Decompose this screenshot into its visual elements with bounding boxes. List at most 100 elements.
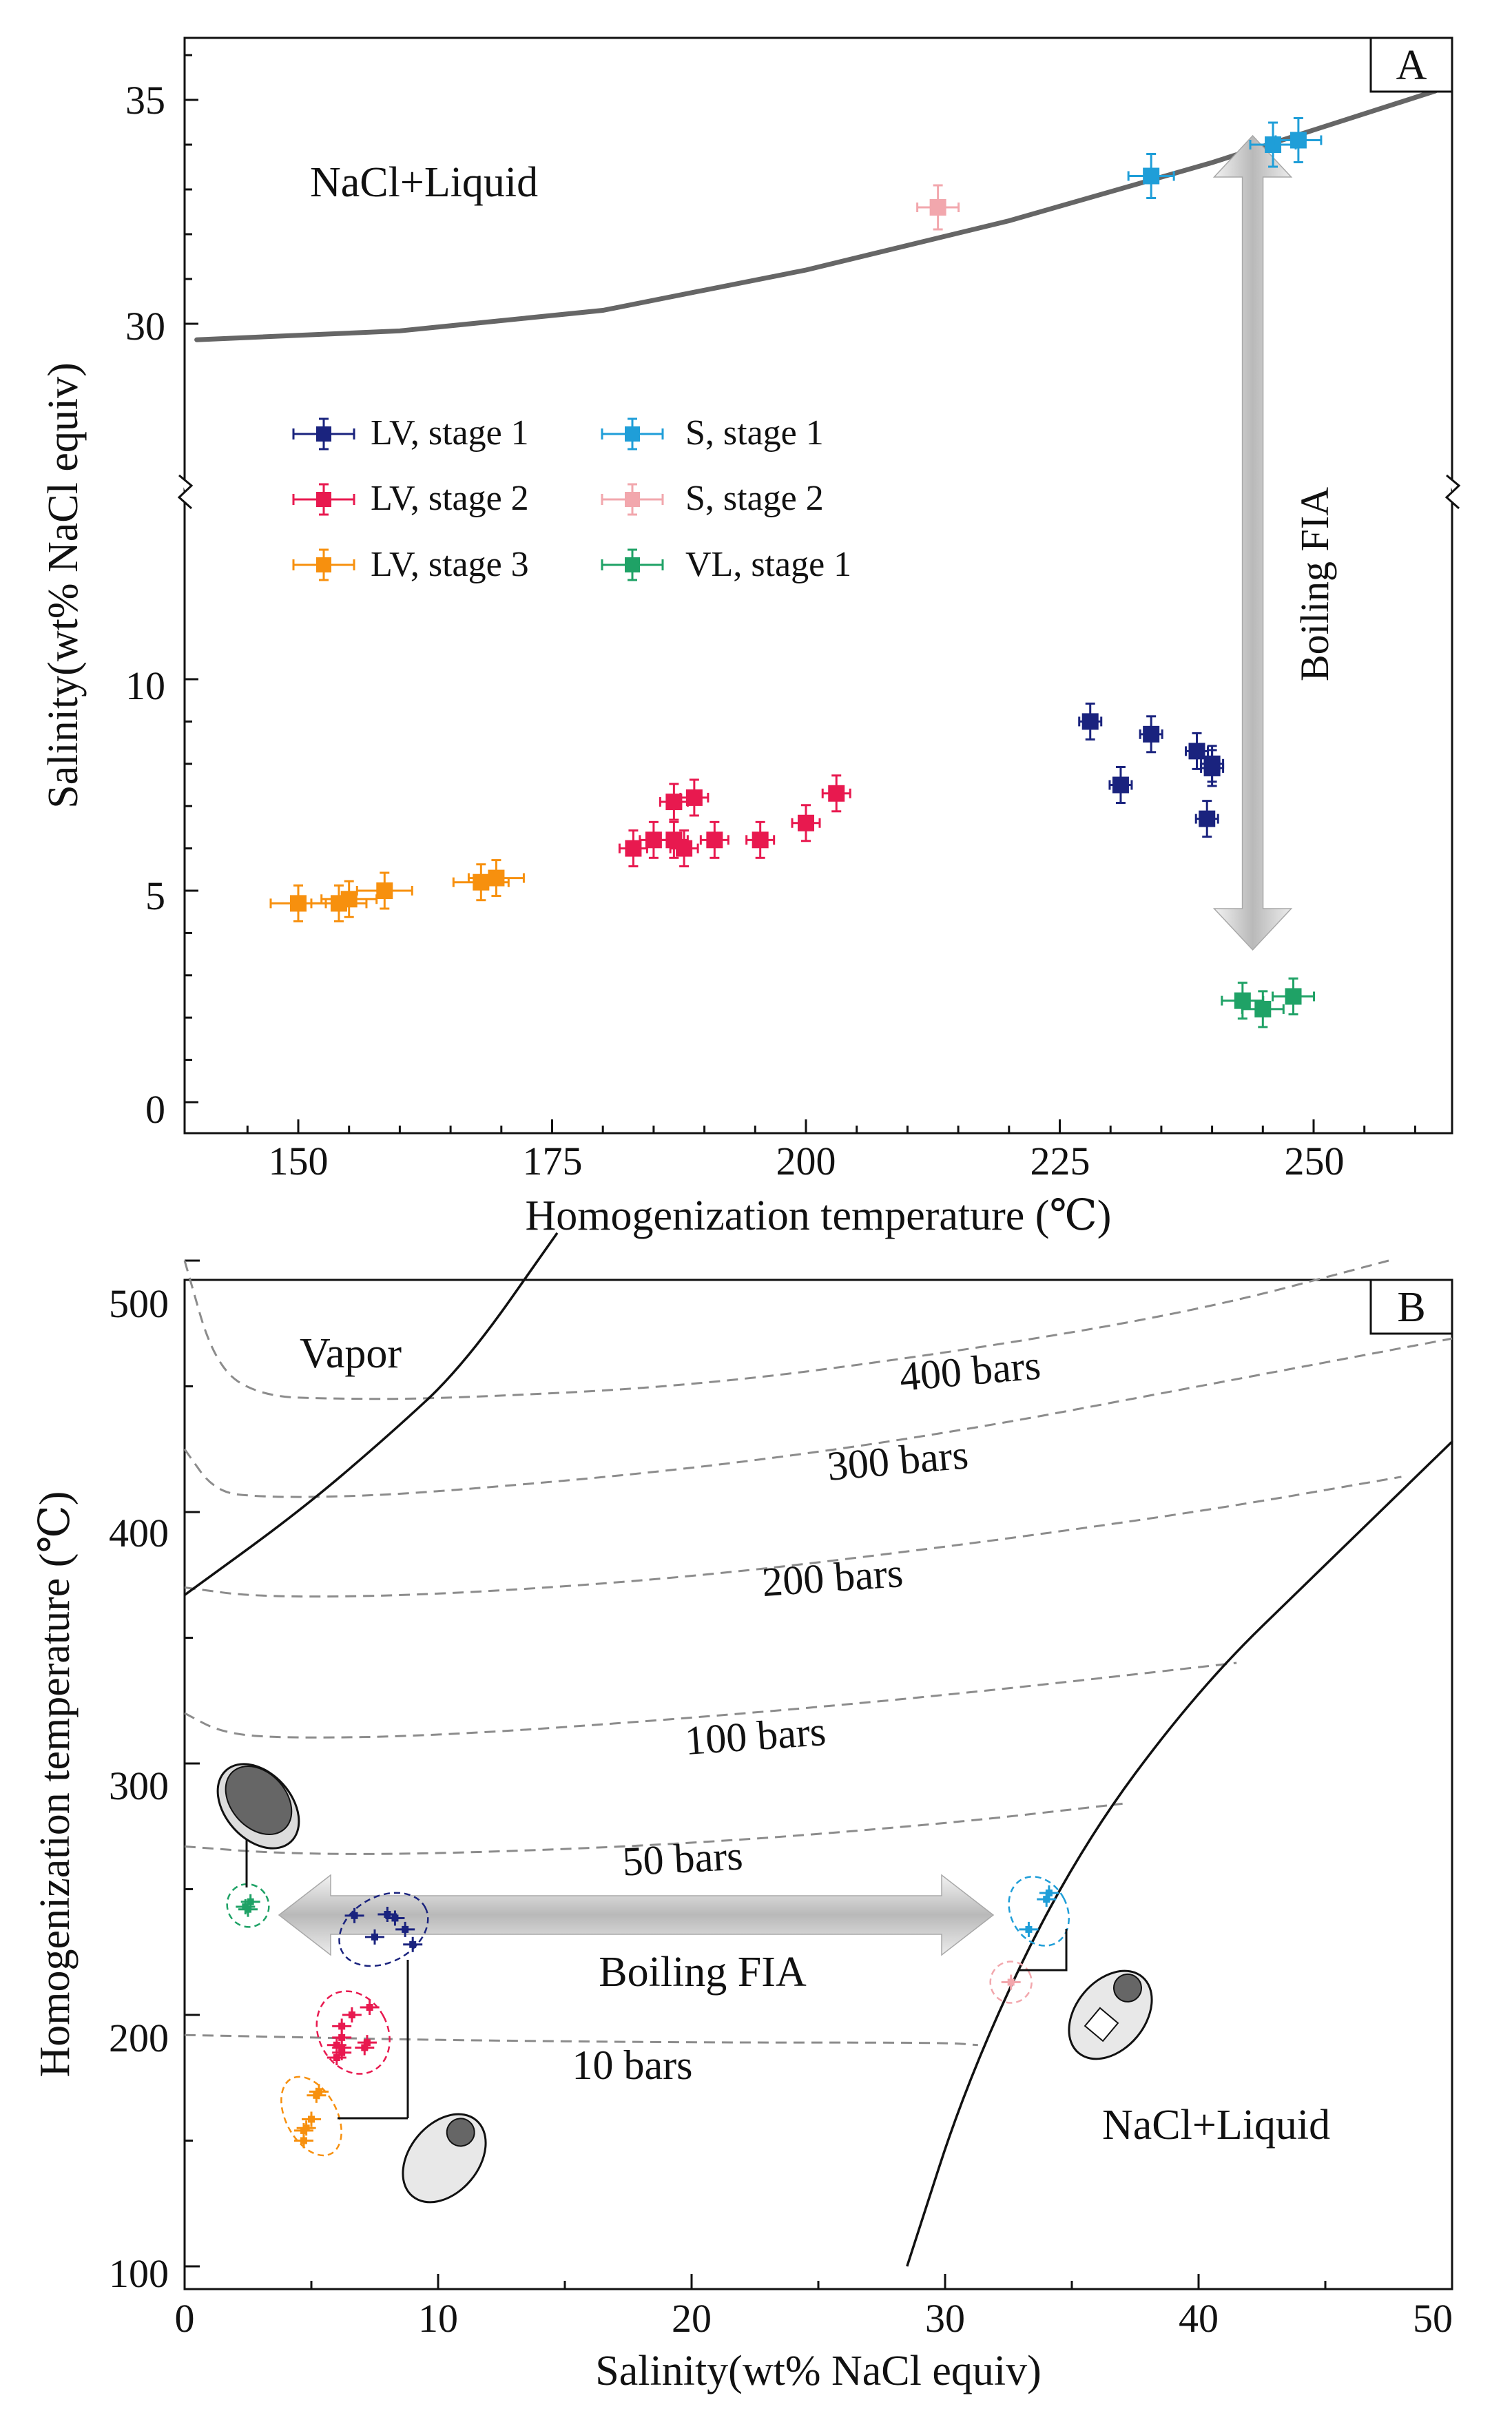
data-point-lv-stage-1 (1078, 702, 1103, 741)
inclusion-group-lv-stage-1 (338, 1892, 429, 1967)
point-marker (333, 2054, 340, 2062)
inclusion-point (1019, 1921, 1039, 1937)
panel-b-tick-x-10: 10 (418, 2296, 458, 2341)
panel-a-tick-y-5: 5 (145, 873, 165, 918)
point-marker (402, 1925, 409, 1933)
halite-saturation-curve (194, 88, 1438, 342)
isobar-label-50: 50 bars (621, 1832, 744, 1884)
isobar-400-bars (183, 1259, 1389, 1400)
panel-a-ticks (185, 54, 1416, 1133)
isobar-100-bars (184, 1662, 1237, 1739)
point-marker (1045, 1889, 1053, 1896)
panel-a-x-axis-title: Homogenization temperature (℃) (526, 1192, 1112, 1239)
data-point-lv-stage-2 (821, 774, 851, 813)
inclusion-sketch-halite (1068, 1969, 1153, 2060)
panel-b-tick-y-500: 500 (109, 1281, 169, 1326)
data-point-vl-stage-1 (1241, 990, 1285, 1028)
data-marker (488, 869, 505, 887)
point-marker (1025, 1925, 1033, 1933)
panel-b-tick-y-400: 400 (109, 1511, 169, 1555)
data-marker (752, 831, 769, 849)
inclusion-point (395, 1921, 415, 1937)
inclusion-point (296, 2120, 316, 2136)
data-marker (340, 891, 358, 908)
inclusion-point (1001, 1974, 1021, 1990)
inclusion-group-vl-stage-1 (226, 1883, 270, 1928)
panel-a-label-box (1369, 37, 1453, 93)
point-marker (300, 2137, 307, 2144)
connector-halite (1018, 1929, 1068, 1972)
data-point-s-stage-1 (1127, 153, 1175, 199)
legend-entry-lv-stage-1: LV, stage 1 (371, 413, 529, 453)
point-marker (338, 2044, 346, 2051)
inclusion-point (1039, 1885, 1059, 1901)
point-marker (313, 2091, 320, 2099)
point-marker (338, 2022, 346, 2030)
data-marker (473, 873, 490, 891)
data-marker (828, 785, 845, 802)
data-point-lv-stage-1 (1200, 749, 1225, 787)
inclusion-sketch-liquid-vapor (402, 2113, 487, 2204)
data-point-lv-stage-1 (1194, 800, 1219, 838)
data-marker (1285, 988, 1302, 1005)
inclusion-point (357, 2035, 377, 2051)
inclusion-point (238, 1901, 258, 1917)
data-marker (1265, 136, 1282, 153)
isobar-300-bars (183, 1337, 1453, 1498)
legend-symbol-lv-stage-3 (292, 548, 355, 581)
panel-b-x-axis-title: Salinity(wt% NaCl equiv) (595, 2348, 1041, 2394)
data-point-lv-stage-1 (1108, 766, 1133, 804)
data-point-lv-stage-2 (745, 820, 776, 859)
group-outline (280, 2076, 342, 2157)
data-marker (798, 814, 814, 831)
boundary-halite-saturation (906, 1440, 1453, 2267)
legend-symbol-lv-stage-1 (292, 417, 355, 451)
connector-liquid-vapor (338, 1960, 409, 2120)
inclusion-group-lv-stage-3 (280, 2076, 342, 2157)
inclusion-point (365, 1929, 384, 1945)
inclusion-point (309, 2084, 329, 2100)
data-marker (1254, 1000, 1272, 1017)
panel-a-y-axis-title: Salinity(wt% NaCl equiv) (40, 362, 87, 808)
point-marker (247, 1898, 254, 1905)
legend-marker (316, 492, 331, 507)
inclusion-point (332, 2018, 352, 2034)
point-marker (363, 2039, 371, 2047)
inclusion-point (327, 2037, 346, 2053)
data-point-lv-stage-2 (618, 829, 648, 868)
panel-b-tick-x-30: 30 (925, 2296, 965, 2341)
data-marker (1081, 713, 1099, 730)
panel-b-label: B (1397, 1284, 1425, 1331)
panel-b-y-axis-title: Homogenization temperature (℃) (32, 1491, 79, 2078)
panel-a-tick-x-250: 250 (1285, 1139, 1345, 1183)
point-marker (384, 1911, 391, 1918)
panel-a-frame (183, 37, 1453, 1135)
panel-a-boiling-label: Boiling FIA (1292, 487, 1337, 681)
isobar-label-300: 300 bars (825, 1431, 970, 1489)
inclusion-point (377, 1907, 397, 1922)
panel-a-tick-x-150: 150 (269, 1139, 329, 1183)
panel-a-tick-y-35: 35 (125, 78, 165, 123)
panel-a-tick-x-175: 175 (523, 1139, 583, 1183)
isobar-label-10: 10 bars (572, 2042, 693, 2088)
panel-a-tick-y-30: 30 (125, 304, 165, 349)
panel-b: 400 bars 300 bars 200 bars 100 bars 50 b… (32, 1232, 1453, 2394)
boundary-vapor-liquid (183, 1232, 559, 1596)
panel-b-tick-y-200: 200 (109, 2016, 169, 2060)
isobar-label-400: 400 bars (898, 1342, 1042, 1400)
legend-entry-s-stage-1: S, stage 1 (685, 413, 824, 453)
isobar-50-bars (184, 1802, 1123, 1855)
legend-symbol-s-stage-1 (601, 417, 664, 451)
panel-a-left-axis-break (177, 474, 194, 510)
data-marker (1203, 759, 1221, 776)
point-marker (348, 2011, 355, 2018)
data-point-lv-stage-2 (791, 804, 821, 842)
point-marker (1007, 1978, 1015, 1986)
inclusion-point (342, 2007, 362, 2022)
panel-b-inclusion-groups (226, 1876, 1070, 2157)
data-marker (1112, 776, 1129, 794)
legend-marker (625, 557, 640, 572)
panel-b-inclusion-sketches (216, 1763, 1153, 2204)
point-marker (409, 1941, 417, 1948)
panel-b-tick-x-20: 20 (672, 2296, 712, 2341)
